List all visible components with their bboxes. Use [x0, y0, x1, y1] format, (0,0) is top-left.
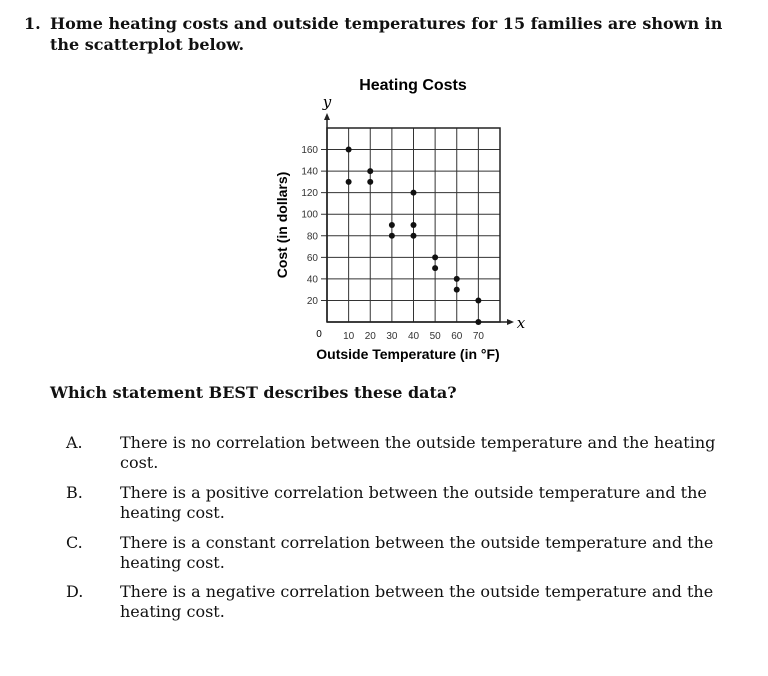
option-text: There is a negative correlation between …	[120, 582, 714, 621]
y-tick-label: 40	[307, 274, 319, 285]
y-tick-label: 160	[301, 145, 318, 156]
data-point	[475, 319, 482, 325]
x-axis-label: Outside Temperature (in °F)	[316, 346, 499, 362]
data-point	[432, 254, 439, 261]
x-tick-label: 60	[451, 331, 463, 342]
option-letter: D.	[66, 582, 84, 601]
data-point	[345, 146, 352, 153]
y-axis-letter: y	[322, 93, 332, 111]
x-tick-label: 30	[386, 331, 398, 342]
data-point	[453, 286, 460, 293]
x-tick-label: 10	[343, 331, 355, 342]
data-point	[345, 178, 352, 185]
option-letter: B.	[66, 483, 83, 502]
question-number: 1.	[24, 14, 41, 33]
data-point	[410, 189, 417, 196]
data-point	[388, 232, 395, 239]
option-text: There is no correlation between the outs…	[120, 433, 716, 472]
data-point	[410, 232, 417, 239]
x-tick-label: 40	[408, 331, 420, 342]
option-letter: A.	[66, 433, 83, 452]
y-tick-label: 20	[307, 296, 319, 307]
question-line-2: the scatterplot below.	[50, 35, 245, 54]
y-tick-label: 140	[301, 167, 318, 178]
option-letter: C.	[66, 533, 83, 552]
scatterplot: Heating Costs y x 0 Outside Temperature …	[274, 77, 526, 362]
x-axis-arrow-icon	[507, 319, 514, 325]
x-tick-label: 20	[365, 331, 377, 342]
question-line-1: Home heating costs and outside temperatu…	[50, 14, 723, 33]
option-text: There is a positive correlation between …	[120, 483, 707, 522]
chart-title: Heating Costs	[359, 77, 467, 94]
data-point	[388, 222, 395, 228]
y-axis-label: Cost (in dollars)	[274, 172, 290, 279]
data-point	[432, 265, 439, 272]
data-point	[453, 275, 460, 282]
y-tick-label: 100	[301, 210, 318, 221]
data-point	[410, 222, 417, 228]
y-tick-label: 80	[307, 231, 319, 242]
x-tick-label: 70	[473, 331, 485, 342]
y-tick-label: 60	[307, 253, 319, 264]
x-axis-letter: x	[517, 314, 526, 332]
option-text: There is a constant correlation between …	[120, 533, 714, 572]
origin-label: 0	[316, 329, 322, 340]
data-point	[367, 178, 374, 185]
data-point	[367, 168, 374, 175]
question-text: 1. Home heating costs and outside tempera…	[24, 13, 754, 55]
data-point	[475, 297, 482, 304]
y-axis-arrow-icon	[324, 113, 330, 120]
x-tick-label: 50	[430, 331, 442, 342]
question-prompt: Which statement BEST describes these dat…	[50, 383, 457, 402]
y-tick-label: 120	[301, 188, 318, 199]
